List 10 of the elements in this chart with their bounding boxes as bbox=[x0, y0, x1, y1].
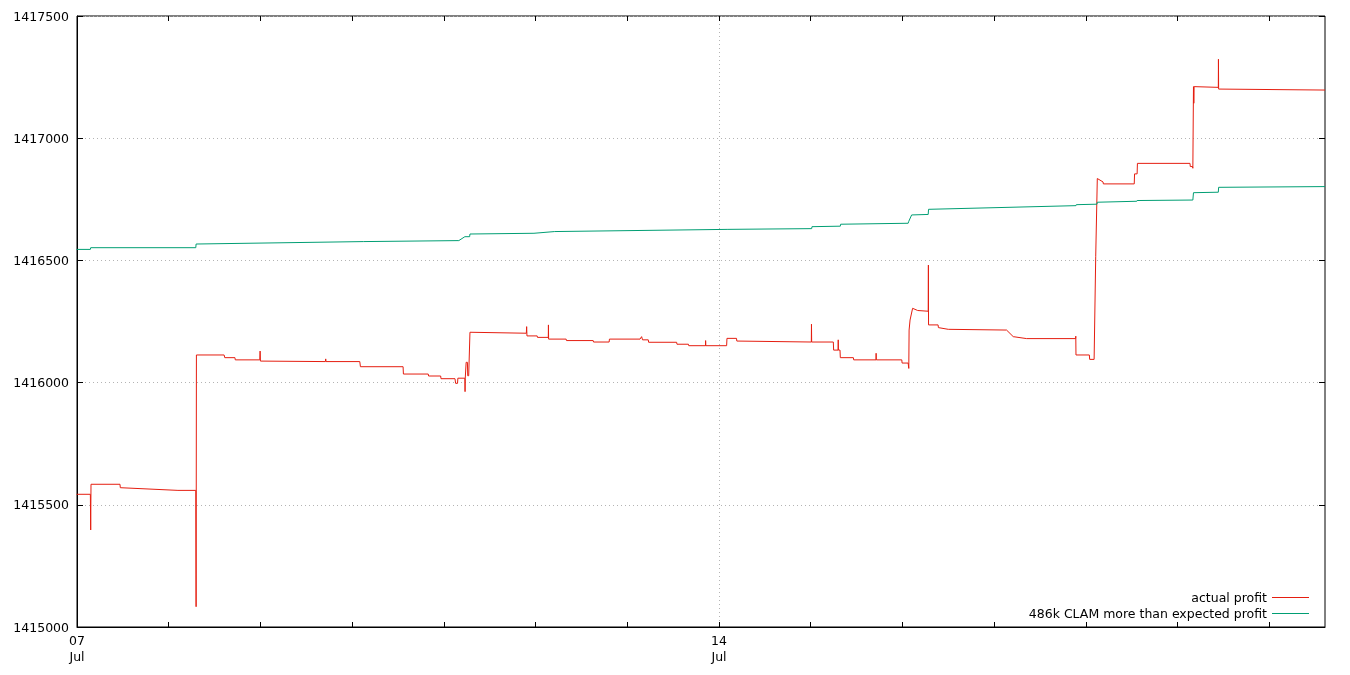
y-tick-label: 1415000 bbox=[13, 619, 70, 635]
x-tick-label: 14 Jul bbox=[710, 632, 727, 664]
legend-label: 486k CLAM more than expected profit bbox=[1028, 606, 1268, 621]
x-tick-label: 07 Jul bbox=[68, 632, 85, 664]
y-tick-label: 1416000 bbox=[13, 375, 70, 391]
y-tick-label: 1417500 bbox=[13, 8, 70, 24]
y-tick-label: 1416500 bbox=[13, 252, 70, 268]
y-tick-label: 1417000 bbox=[13, 130, 70, 146]
y-tick-label: 1415500 bbox=[13, 497, 70, 513]
legend-label: actual profit bbox=[1191, 590, 1268, 605]
